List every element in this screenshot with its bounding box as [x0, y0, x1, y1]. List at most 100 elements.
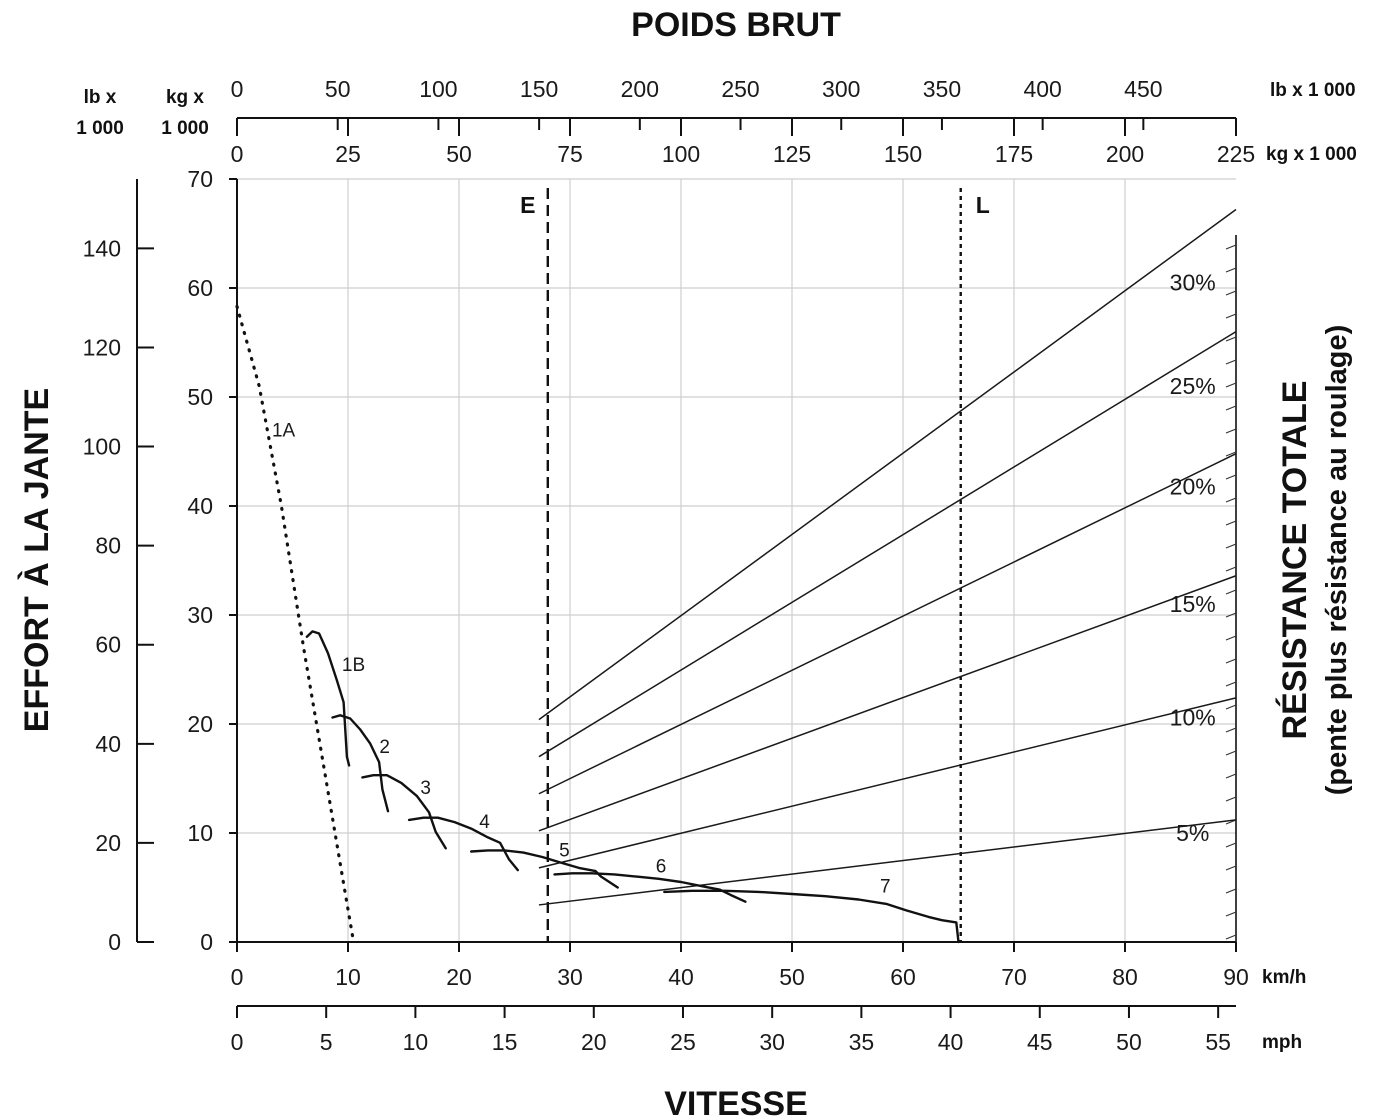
gear-curve [663, 889, 960, 944]
y-lb-tick-label: 100 [83, 434, 121, 460]
top-lb-tick-label: 400 [1023, 76, 1061, 102]
y-lb-tick-label: 120 [83, 334, 121, 360]
y-axis-title: EFFORT À LA JANTE [18, 388, 56, 732]
y2-tick [1225, 497, 1237, 503]
y-lb-tick-label: 140 [83, 235, 121, 261]
resistance-line [538, 819, 1237, 906]
y-tick-label: 60 [187, 275, 213, 301]
top-lb-tick-label: 200 [621, 76, 659, 102]
y2-tick [1225, 934, 1237, 940]
gear-curve [553, 872, 747, 903]
series [235, 188, 1237, 944]
top-lb-tick-label: 450 [1124, 76, 1162, 102]
resistance-line [538, 575, 1237, 832]
resistance-line-label: 20% [1170, 473, 1216, 499]
top-kg-tick-label: 150 [884, 141, 922, 167]
y-lb-tick-label: 20 [95, 830, 121, 856]
y-tick-label: 20 [187, 711, 213, 737]
y2-tick [1225, 773, 1237, 779]
y2-tick [1225, 336, 1237, 342]
x-tick-label: 80 [1112, 964, 1138, 990]
top-lb-tick-label: 300 [822, 76, 860, 102]
gear-curve-label: 1A [272, 421, 296, 442]
resistance-line-label: 5% [1176, 820, 1209, 846]
x2-tick-label: 30 [759, 1029, 785, 1055]
top-left-unit-lb: lb x [84, 87, 117, 108]
top-kg-tick-label: 175 [995, 141, 1033, 167]
y-tick-label: 70 [187, 166, 213, 192]
gear-curve-label: 6 [656, 857, 667, 878]
gear-curve [305, 630, 351, 767]
y2-tick [1225, 244, 1237, 250]
y-tick-label: 30 [187, 602, 213, 628]
top-lb-tick-label: 50 [325, 76, 351, 102]
resistance-line [538, 330, 1237, 758]
gear-curve [470, 849, 619, 889]
top-axis-unit-lb: lb x 1 000 [1270, 80, 1356, 101]
x-tick-label: 20 [446, 964, 472, 990]
x2-tick-label: 25 [670, 1029, 696, 1055]
resistance-line [538, 208, 1237, 721]
gear-curve [331, 714, 390, 813]
y2-tick [1225, 267, 1237, 273]
labels: 0 10 20 30 40 50 60 70 80 90 0 5 10 15 20 25 30 35 40 4 5 5 0 5… [76, 76, 1255, 1055]
gear-curve-label: 7 [880, 876, 891, 897]
gear-curve-label: 4 [479, 812, 490, 833]
y2-tick [1225, 589, 1237, 595]
resistance-line-label: 10% [1170, 704, 1216, 730]
y2-tick [1225, 888, 1237, 894]
y2-tick [1225, 750, 1237, 756]
y2-tick [1225, 796, 1237, 802]
resistance-line-label: 30% [1170, 270, 1216, 296]
top-kg-tick-label: 125 [773, 141, 811, 167]
y2-tick [1225, 865, 1237, 871]
top-kg-tick-label: 200 [1106, 141, 1144, 167]
y-lb-tick-label: 0 [108, 929, 121, 955]
y2-tick [1225, 359, 1237, 365]
y2-tick [1225, 474, 1237, 480]
y-lb-tick-label: 80 [95, 533, 121, 559]
axes [136, 117, 1237, 1018]
y2-tick [1225, 382, 1237, 388]
top-axis-unit-kg: kg x 1 000 [1266, 144, 1357, 165]
top-kg-tick-label: 75 [557, 141, 583, 167]
x-tick-label: 30 [557, 964, 583, 990]
y2-tick [1225, 727, 1237, 733]
x2-tick-label: 20 [581, 1029, 607, 1055]
gear-curve-label: 1B [342, 655, 365, 676]
x2-tick-label: 35 [849, 1029, 875, 1055]
resistance-line-label: 25% [1170, 373, 1216, 399]
top-lb-tick-label: 0 [231, 76, 244, 102]
x2-tick-label: 15 [492, 1029, 518, 1055]
x2-tick-label: 0 [231, 1029, 244, 1055]
y2-tick [1225, 313, 1237, 319]
y-tick-label: 10 [187, 820, 213, 846]
resistance-line-label: 15% [1170, 591, 1216, 617]
x-tick-label: 60 [890, 964, 916, 990]
marker-label-E: E [520, 192, 535, 218]
chart-title: POIDS BRUT [631, 6, 841, 44]
top-lb-tick-label: 250 [721, 76, 759, 102]
y-lb-tick-label: 60 [95, 632, 121, 658]
y2-tick [1225, 704, 1237, 710]
y-tick-label: 40 [187, 493, 213, 519]
x2-tick-label: 10 [403, 1029, 429, 1055]
x-tick-label: 90 [1223, 964, 1249, 990]
x2-tick-label: 55 [1205, 1029, 1231, 1055]
y-tick-label: 50 [187, 384, 213, 410]
gear-curve [235, 304, 356, 944]
y2-tick [1225, 681, 1237, 687]
y2-tick [1225, 635, 1237, 641]
top-lb-tick-label: 350 [923, 76, 961, 102]
y-lb-tick-label: 40 [95, 731, 121, 757]
top-lb-tick-label: 150 [520, 76, 558, 102]
top-kg-tick-label: 100 [662, 141, 700, 167]
y2-axis-subtitle: (pente plus résistance au roulage) [1321, 325, 1353, 796]
y2-tick [1225, 842, 1237, 848]
y2-tick [1225, 658, 1237, 664]
x2-tick-label: 50 [1116, 1029, 1142, 1055]
y2-tick [1225, 543, 1237, 549]
gear-curve-label: 5 [559, 840, 570, 861]
x-tick-label: 50 [779, 964, 805, 990]
